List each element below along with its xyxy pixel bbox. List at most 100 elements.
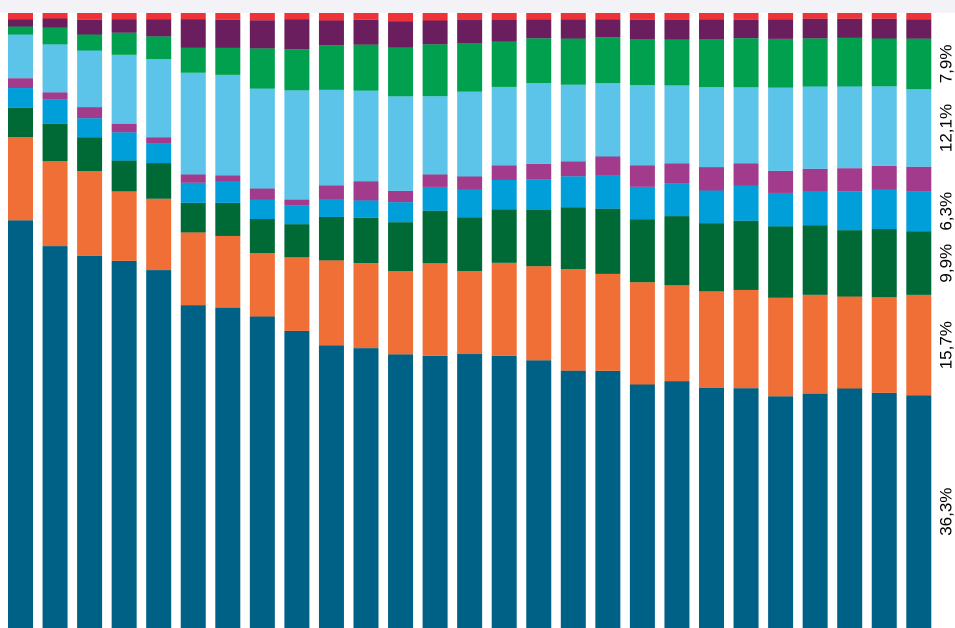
bar-14-segment-2 — [457, 271, 483, 355]
bar-stack-5 — [146, 13, 172, 628]
bar-8-segment-7 — [249, 48, 275, 89]
bar-25-segment-1 — [837, 388, 863, 628]
bar-14-segment-4 — [457, 189, 483, 218]
bar-11-segment-1 — [353, 348, 379, 628]
bar-16-segment-7 — [526, 38, 552, 84]
bar-7-segment-9 — [215, 13, 241, 20]
bar-20-segment-9 — [664, 13, 690, 20]
bar-21-segment-7 — [699, 38, 724, 88]
bar-8-segment-4 — [249, 199, 275, 220]
bar-19-segment-3 — [629, 219, 655, 283]
bar-24-segment-9 — [802, 13, 828, 19]
bar-5-segment-1 — [146, 270, 172, 628]
bar-5-segment-6 — [146, 59, 172, 138]
bar-19-segment-4 — [629, 186, 655, 220]
bar-20-segment-2 — [664, 285, 690, 382]
bar-2-segment-1 — [42, 246, 68, 628]
bar-17-segment-4 — [560, 176, 586, 208]
bar-11-segment-8 — [353, 19, 379, 45]
bar-22-segment-8 — [733, 19, 759, 39]
bar-12-segment-7 — [388, 47, 414, 97]
bar-23-segment-1 — [768, 396, 794, 628]
bar-stack-2 — [42, 13, 68, 628]
bar-25-segment-4 — [837, 191, 863, 231]
bar-5-segment-3 — [146, 163, 172, 199]
bar-16-segment-2 — [526, 266, 552, 361]
bar-9-segment-7 — [284, 49, 310, 91]
bar-26-segment-9 — [871, 13, 897, 19]
bar-16-segment-3 — [526, 210, 552, 267]
bar-9-segment-3 — [284, 224, 310, 258]
bar-13-segment-2 — [422, 263, 448, 356]
bar-23-segment-3 — [768, 226, 794, 298]
bar-24-segment-7 — [802, 38, 828, 87]
bar-20-segment-6 — [664, 85, 690, 164]
bar-19-segment-1 — [629, 384, 655, 628]
bar-stack-4 — [111, 13, 137, 628]
bar-7-segment-3 — [215, 202, 241, 236]
bar-9-segment-8 — [284, 19, 310, 50]
bar-22-segment-7 — [733, 38, 759, 88]
bar-21-segment-5 — [699, 167, 724, 191]
bar-25-segment-5 — [837, 168, 863, 192]
bar-stack-19 — [629, 13, 655, 628]
bar-25-segment-6 — [837, 86, 863, 169]
bar-17-segment-3 — [560, 207, 586, 270]
bar-27-segment-8 — [906, 19, 932, 39]
bar-11-segment-2 — [353, 263, 379, 349]
bar-2-segment-2 — [42, 161, 68, 247]
bar-7-segment-8 — [215, 19, 241, 48]
bar-8-segment-3 — [249, 219, 275, 254]
bar-25-segment-8 — [837, 18, 863, 38]
bar-7-segment-1 — [215, 307, 241, 628]
bar-25-segment-2 — [837, 296, 863, 389]
bar-27-segment-7 — [906, 38, 932, 90]
bar-21-segment-3 — [699, 223, 724, 292]
bar-5-segment-4 — [146, 143, 172, 164]
bar-10-segment-8 — [318, 20, 344, 46]
bar-stack-1 — [8, 13, 33, 628]
bar-5-segment-8 — [146, 19, 172, 37]
bar-27-segment-1 — [906, 395, 932, 628]
bar-21-segment-1 — [699, 387, 724, 628]
bar-stack-3 — [77, 13, 103, 628]
end-label-5: 12,1% — [936, 104, 955, 152]
bar-22-segment-6 — [733, 87, 759, 164]
bar-19-segment-8 — [629, 19, 655, 40]
bar-14-segment-7 — [457, 43, 483, 92]
bar-20-segment-1 — [664, 381, 690, 628]
bar-19-segment-7 — [629, 39, 655, 86]
bar-16-segment-8 — [526, 19, 552, 39]
bar-11-segment-5 — [353, 181, 379, 201]
bar-10-segment-2 — [318, 260, 344, 346]
bar-18-segment-7 — [595, 37, 621, 84]
bar-1-segment-7 — [8, 26, 33, 35]
bar-23-segment-7 — [768, 38, 794, 88]
bar-stack-10 — [318, 13, 344, 628]
bar-17-segment-6 — [560, 84, 586, 162]
bar-5-segment-2 — [146, 198, 172, 271]
bar-22-segment-4 — [733, 185, 759, 221]
bar-26-segment-4 — [871, 189, 897, 230]
bar-6-segment-1 — [180, 305, 206, 628]
bar-11-segment-3 — [353, 217, 379, 264]
bar-19-segment-9 — [629, 13, 655, 20]
bar-20-segment-7 — [664, 39, 690, 86]
bar-15-segment-2 — [491, 262, 517, 356]
bar-13-segment-1 — [422, 355, 448, 628]
bar-15-segment-8 — [491, 20, 517, 42]
bar-4-segment-5 — [111, 123, 137, 133]
bar-1-segment-2 — [8, 137, 33, 221]
bar-6-segment-4 — [180, 182, 206, 203]
bar-stack-25 — [837, 13, 863, 628]
bar-24-segment-1 — [802, 393, 828, 628]
bar-27-segment-2 — [906, 294, 932, 396]
bar-1-segment-9 — [8, 13, 33, 20]
bar-23-segment-5 — [768, 170, 794, 193]
bar-21-segment-9 — [699, 13, 724, 20]
bar-17-segment-9 — [560, 13, 586, 20]
bar-13-segment-7 — [422, 44, 448, 97]
bar-23-segment-6 — [768, 87, 794, 171]
bar-26-segment-8 — [871, 18, 897, 39]
bar-3-segment-8 — [77, 19, 103, 35]
